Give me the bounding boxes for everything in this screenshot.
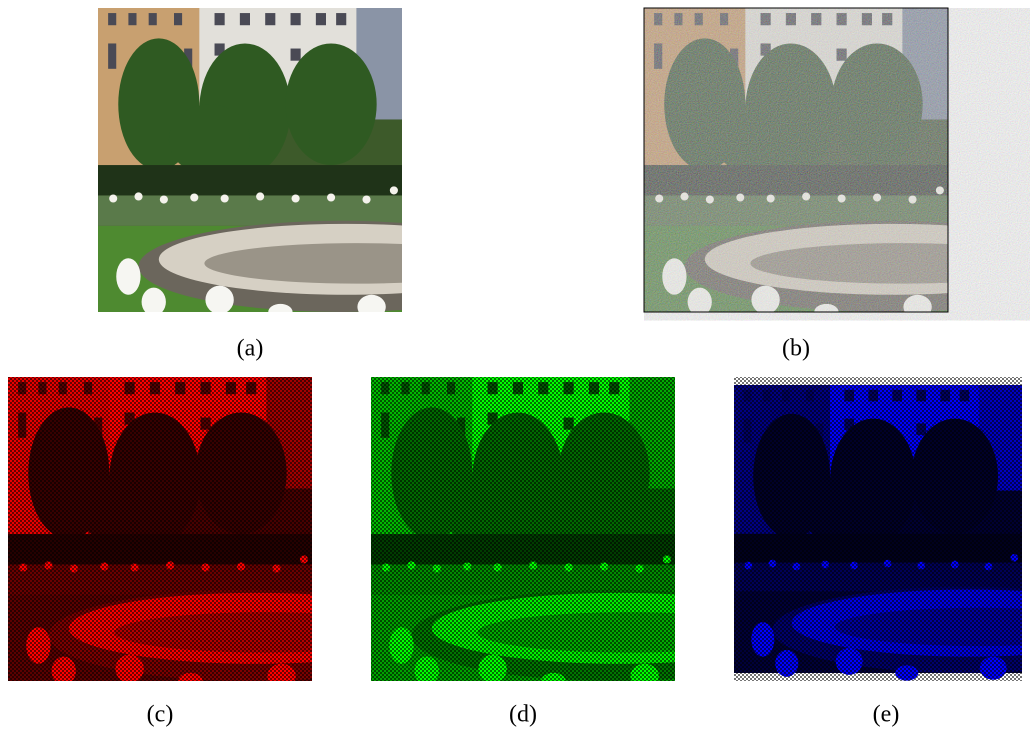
caption: (c) (147, 702, 174, 728)
panel-b (644, 8, 1030, 320)
figure: (a) (b) (c) (d) (e) (0, 0, 1030, 731)
caption: (d) (509, 702, 537, 728)
caption: (e) (873, 702, 900, 728)
caption: (b) (782, 336, 810, 362)
caption: (a) (237, 336, 264, 362)
panel-a (98, 8, 544, 320)
panel-e (734, 377, 1030, 681)
